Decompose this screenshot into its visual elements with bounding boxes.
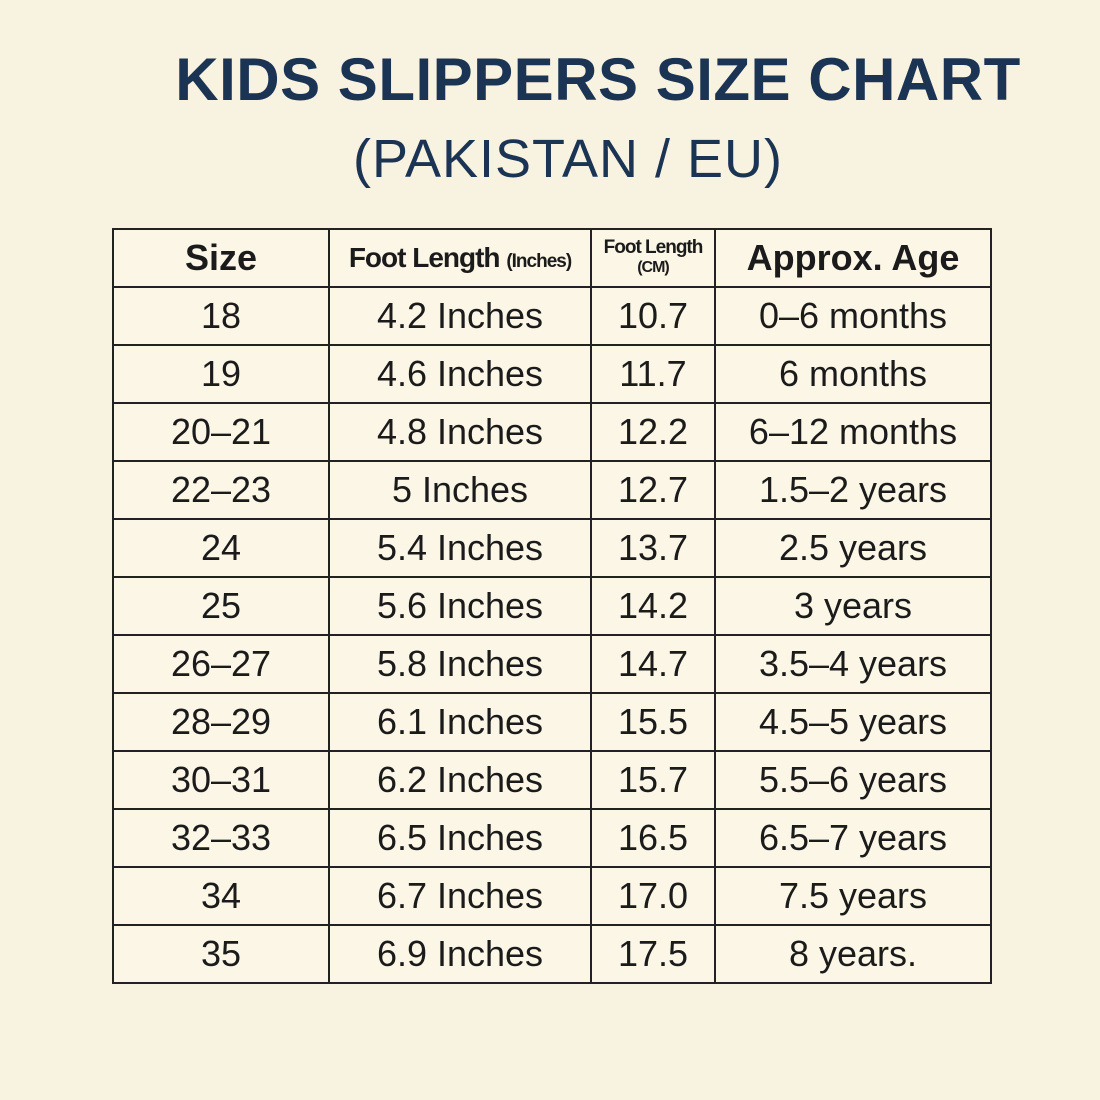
table-cell: 6.5 Inches: [328, 808, 592, 868]
column-header: Approx. Age: [714, 228, 992, 288]
column-unit: (CM): [637, 259, 670, 276]
table-row: 34 6.7 Inches 17.0 7.5 years: [112, 866, 992, 926]
table-cell: 6.9 Inches: [328, 924, 592, 984]
table-cell: 1.5–2 years: [714, 460, 992, 520]
table-cell: 6 months: [714, 344, 992, 404]
table-cell: 26–27: [112, 634, 330, 694]
table-cell: 17.5: [590, 924, 716, 984]
table-cell: 16.5: [590, 808, 716, 868]
table-cell: 6–12 months: [714, 402, 992, 462]
table-cell: 14.7: [590, 634, 716, 694]
table-cell: 22–23: [112, 460, 330, 520]
table-cell: 12.7: [590, 460, 716, 520]
table-row: 35 6.9 Inches 17.5 8 years.: [112, 924, 992, 984]
table-cell: 15.7: [590, 750, 716, 810]
table-cell: 34: [112, 866, 330, 926]
table-cell: 11.7: [590, 344, 716, 404]
table-cell: 4.5–5 years: [714, 692, 992, 752]
table-row: 30–31 6.2 Inches 15.7 5.5–6 years: [112, 750, 992, 810]
table-cell: 3 years: [714, 576, 992, 636]
column-unit: (Inches): [506, 251, 572, 272]
table-cell: 8 years.: [714, 924, 992, 984]
table-cell: 12.2: [590, 402, 716, 462]
table-cell: 5.5–6 years: [714, 750, 992, 810]
table-row: 22–23 5 Inches 12.7 1.5–2 years: [112, 460, 992, 520]
title: KIDS SLIPPERS SIZE CHART: [175, 46, 1021, 113]
table-cell: 5.8 Inches: [328, 634, 592, 694]
column-header: Foot Length (CM): [590, 228, 716, 288]
column-label: Foot Length: [603, 237, 704, 258]
column-header: Size: [112, 228, 330, 288]
table-row: 20–21 4.8 Inches 12.2 6–12 months: [112, 402, 992, 462]
table-cell: 13.7: [590, 518, 716, 578]
table-row: 19 4.6 Inches 11.7 6 months: [112, 344, 992, 404]
table-cell: 32–33: [112, 808, 330, 868]
table-cell: 6.5–7 years: [714, 808, 992, 868]
table-cell: 6.1 Inches: [328, 692, 592, 752]
column-label: Foot Length: [348, 242, 501, 273]
table-cell: 35: [112, 924, 330, 984]
column-header: Foot Length (Inches): [328, 228, 592, 288]
table-body: 18 4.2 Inches 10.7 0–6 months 19 4.6 Inches 11…: [112, 286, 992, 984]
table-row: 32–33 6.5 Inches 16.5 6.5–7 years: [112, 808, 992, 868]
table-cell: 4.8 Inches: [328, 402, 592, 462]
table-row: 24 5.4 Inches 13.7 2.5 years: [112, 518, 992, 578]
table-cell: 17.0: [590, 866, 716, 926]
subtitle: (PAKISTAN / EU): [352, 129, 784, 189]
column-label: Size: [184, 237, 258, 278]
table-cell: 15.5: [590, 692, 716, 752]
table-cell: 3.5–4 years: [714, 634, 992, 694]
table-cell: 5 Inches: [328, 460, 592, 520]
table-row: 18 4.2 Inches 10.7 0–6 months: [112, 286, 992, 346]
table-cell: 19: [112, 344, 330, 404]
table-cell: 2.5 years: [714, 518, 992, 578]
table-cell: 18: [112, 286, 330, 346]
table-cell: 30–31: [112, 750, 330, 810]
header-row: Size Foot Length (Inches) Foot Length (CM) A…: [112, 228, 992, 288]
table-cell: 14.2: [590, 576, 716, 636]
table-cell: 4.2 Inches: [328, 286, 592, 346]
table-cell: 4.6 Inches: [328, 344, 592, 404]
table-row: 28–29 6.1 Inches 15.5 4.5–5 years: [112, 692, 992, 752]
table-cell: 25: [112, 576, 330, 636]
table-cell: 7.5 years: [714, 866, 992, 926]
table-cell: 0–6 months: [714, 286, 992, 346]
table-row: 26–27 5.8 Inches 14.7 3.5–4 years: [112, 634, 992, 694]
table-cell: 28–29: [112, 692, 330, 752]
table-cell: 10.7: [590, 286, 716, 346]
table-cell: 24: [112, 518, 330, 578]
table-cell: 6.7 Inches: [328, 866, 592, 926]
table-cell: 6.2 Inches: [328, 750, 592, 810]
size-table: Size Foot Length (Inches) Foot Length (CM) A…: [112, 228, 992, 984]
table-row: 25 5.6 Inches 14.2 3 years: [112, 576, 992, 636]
table-cell: 20–21: [112, 402, 330, 462]
table-cell: 5.4 Inches: [328, 518, 592, 578]
column-label: Approx. Age: [746, 237, 960, 278]
table-cell: 5.6 Inches: [328, 576, 592, 636]
